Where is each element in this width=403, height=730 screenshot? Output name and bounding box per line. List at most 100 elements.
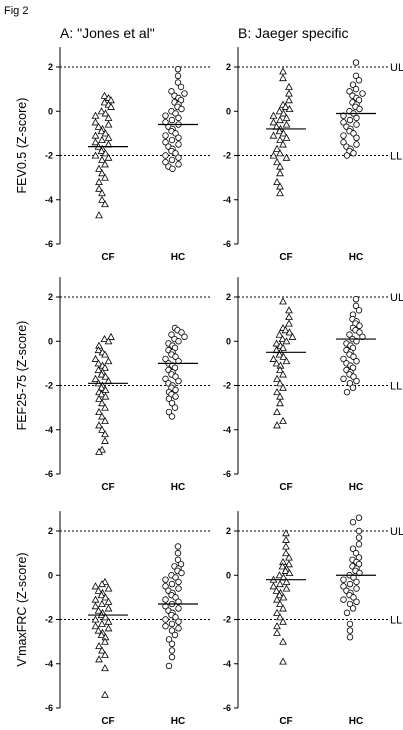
data-point-circle bbox=[356, 105, 363, 113]
data-point-circle bbox=[355, 541, 363, 548]
data-point-triangle bbox=[98, 169, 106, 177]
data-point-circle bbox=[174, 556, 182, 563]
data-point-triangle bbox=[282, 113, 291, 121]
data-point-triangle bbox=[101, 385, 110, 393]
category-label: HC bbox=[349, 716, 363, 727]
y-tick-label: -2 bbox=[45, 151, 53, 161]
data-point-circle bbox=[172, 574, 179, 581]
data-point-circle bbox=[346, 627, 354, 634]
data-point-circle bbox=[352, 59, 360, 66]
data-point-circle bbox=[162, 139, 169, 146]
data-point-triangle bbox=[276, 182, 284, 190]
data-point-triangle bbox=[94, 365, 103, 374]
y-axis-label: V'maxFRC (Z-score) bbox=[15, 552, 29, 666]
data-point-triangle bbox=[285, 96, 293, 104]
data-point-triangle bbox=[107, 102, 115, 110]
y-tick-label: 0 bbox=[48, 570, 53, 580]
data-point-circle bbox=[174, 79, 182, 86]
y-tick-label: -6 bbox=[223, 469, 231, 479]
y-tick-label: -4 bbox=[223, 195, 231, 205]
data-point-circle bbox=[355, 527, 363, 535]
data-point-triangle bbox=[276, 580, 284, 588]
data-point-triangle bbox=[269, 582, 278, 590]
data-point-triangle bbox=[101, 593, 110, 601]
data-point-triangle bbox=[282, 549, 290, 557]
y-tick-label: -4 bbox=[223, 659, 231, 669]
data-point-triangle bbox=[101, 416, 109, 424]
data-point-triangle bbox=[273, 421, 281, 429]
data-point-triangle bbox=[95, 421, 103, 429]
data-point-triangle bbox=[279, 140, 287, 148]
data-point-triangle bbox=[98, 195, 106, 203]
y-axis-label: FEV0.5 (Z-score) bbox=[15, 98, 29, 194]
data-point-circle bbox=[169, 165, 176, 172]
data-point-circle bbox=[171, 404, 179, 411]
data-point-triangle bbox=[281, 326, 290, 334]
data-point-circle bbox=[165, 636, 173, 643]
y-tick-label: -6 bbox=[45, 703, 53, 713]
data-point-circle bbox=[350, 130, 357, 137]
data-point-triangle bbox=[276, 599, 284, 608]
data-point-triangle bbox=[98, 599, 106, 608]
data-point-triangle bbox=[273, 595, 281, 603]
data-point-triangle bbox=[91, 374, 100, 382]
data-point-circle bbox=[346, 88, 353, 95]
data-point-triangle bbox=[273, 408, 281, 416]
data-point-triangle bbox=[101, 173, 109, 181]
data-point-triangle bbox=[279, 637, 287, 645]
data-point-triangle bbox=[97, 127, 106, 135]
data-point-triangle bbox=[279, 74, 287, 82]
data-point-triangle bbox=[269, 118, 278, 126]
data-point-circle bbox=[355, 77, 363, 84]
data-point-circle bbox=[175, 161, 182, 168]
data-point-triangle bbox=[107, 96, 115, 104]
data-point-circle bbox=[340, 355, 347, 363]
data-point-triangle bbox=[95, 394, 103, 402]
data-point-triangle bbox=[285, 319, 293, 327]
data-point-circle bbox=[172, 393, 179, 400]
data-point-triangle bbox=[101, 436, 109, 444]
data-point-circle bbox=[353, 357, 360, 365]
data-point-circle bbox=[172, 614, 179, 621]
data-point-circle bbox=[165, 662, 173, 670]
data-point-circle bbox=[172, 110, 179, 117]
data-point-circle bbox=[168, 88, 175, 95]
data-point-triangle bbox=[273, 628, 281, 636]
data-point-circle bbox=[174, 72, 182, 80]
data-point-triangle bbox=[97, 630, 106, 638]
data-point-circle bbox=[352, 72, 360, 80]
reference-label: LLN bbox=[390, 381, 403, 393]
data-point-circle bbox=[165, 408, 173, 416]
data-point-circle bbox=[168, 331, 175, 338]
data-point-triangle bbox=[91, 595, 100, 603]
data-point-circle bbox=[168, 653, 176, 661]
category-label: CF bbox=[279, 482, 292, 493]
data-point-triangle bbox=[276, 169, 284, 177]
data-point-triangle bbox=[279, 416, 287, 424]
data-point-triangle bbox=[101, 403, 109, 411]
y-tick-label: 2 bbox=[226, 526, 231, 536]
panel-fev-jones: 2 0 -2 -4 -6 FEV0.5 (Z-score) CF HC bbox=[15, 47, 210, 263]
data-point-circle bbox=[175, 134, 182, 141]
data-point-circle bbox=[175, 114, 182, 122]
data-point-circle bbox=[162, 576, 169, 583]
data-point-circle bbox=[175, 585, 182, 592]
data-point-circle bbox=[353, 141, 360, 148]
data-point-triangle bbox=[282, 577, 291, 585]
data-point-triangle bbox=[288, 332, 297, 340]
data-point-triangle bbox=[94, 346, 103, 354]
data-point-triangle bbox=[275, 330, 284, 338]
data-point-triangle bbox=[95, 211, 103, 219]
data-point-triangle bbox=[282, 337, 291, 345]
data-point-circle bbox=[181, 333, 188, 341]
data-point-triangle bbox=[104, 337, 113, 345]
data-point-circle bbox=[172, 594, 179, 601]
data-point-triangle bbox=[279, 109, 288, 117]
figure-label: Fig 2 bbox=[4, 5, 28, 17]
data-point-circle bbox=[340, 596, 347, 603]
data-point-circle bbox=[343, 152, 351, 159]
y-tick-label: -6 bbox=[45, 239, 53, 249]
data-point-circle bbox=[162, 622, 169, 630]
data-point-circle bbox=[346, 380, 354, 387]
data-point-triangle bbox=[104, 604, 113, 612]
